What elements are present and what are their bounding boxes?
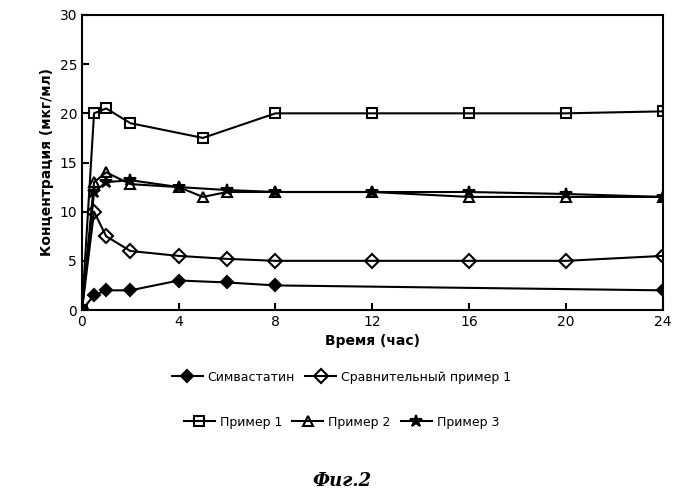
Сравнительный пример 1 bbox=[658, 253, 667, 259]
Пример 2 bbox=[126, 181, 135, 187]
Сравнительный пример 1 bbox=[175, 253, 183, 259]
Пример 1 bbox=[368, 110, 376, 116]
Y-axis label: Концентрация (мкг/мл): Концентрация (мкг/мл) bbox=[40, 68, 54, 256]
Симвастатин bbox=[90, 292, 98, 298]
Сравнительный пример 1 bbox=[126, 248, 135, 254]
Пример 2 bbox=[561, 194, 570, 200]
Пример 3 bbox=[658, 194, 667, 200]
Симвастатин bbox=[102, 288, 110, 294]
Legend: Пример 1, Пример 2, Пример 3: Пример 1, Пример 2, Пример 3 bbox=[184, 416, 499, 428]
X-axis label: Время (час): Время (час) bbox=[324, 334, 420, 348]
Сравнительный пример 1 bbox=[223, 256, 231, 262]
Симвастатин bbox=[175, 278, 183, 283]
Пример 3 bbox=[78, 307, 86, 313]
Симвастатин bbox=[78, 307, 86, 313]
Пример 2 bbox=[78, 307, 86, 313]
Сравнительный пример 1 bbox=[78, 307, 86, 313]
Text: Фиг.2: Фиг.2 bbox=[312, 472, 371, 490]
Пример 3 bbox=[90, 189, 98, 195]
Пример 2 bbox=[271, 189, 279, 195]
Пример 3 bbox=[223, 187, 231, 193]
Сравнительный пример 1 bbox=[368, 258, 376, 264]
Пример 2 bbox=[368, 189, 376, 195]
Пример 3 bbox=[561, 191, 570, 197]
Пример 2 bbox=[199, 194, 207, 200]
Legend: Симвастатин, Сравнительный пример 1: Симвастатин, Сравнительный пример 1 bbox=[171, 371, 512, 384]
Line: Симвастатин: Симвастатин bbox=[78, 276, 667, 314]
Симвастатин bbox=[271, 282, 279, 288]
Пример 2 bbox=[175, 184, 183, 190]
Симвастатин bbox=[223, 280, 231, 285]
Пример 1 bbox=[465, 110, 473, 116]
Пример 1 bbox=[658, 108, 667, 114]
Line: Сравнительный пример 1: Сравнительный пример 1 bbox=[77, 207, 667, 315]
Пример 3 bbox=[175, 184, 183, 190]
Пример 1 bbox=[78, 307, 86, 313]
Сравнительный пример 1 bbox=[90, 208, 98, 214]
Пример 2 bbox=[223, 189, 231, 195]
Line: Пример 2: Пример 2 bbox=[77, 168, 667, 315]
Пример 3 bbox=[126, 177, 135, 183]
Пример 1 bbox=[561, 110, 570, 116]
Сравнительный пример 1 bbox=[271, 258, 279, 264]
Line: Пример 3: Пример 3 bbox=[76, 174, 669, 316]
Сравнительный пример 1 bbox=[561, 258, 570, 264]
Симвастатин bbox=[126, 288, 135, 294]
Пример 1 bbox=[199, 135, 207, 141]
Пример 3 bbox=[368, 189, 376, 195]
Пример 3 bbox=[102, 179, 110, 185]
Line: Пример 1: Пример 1 bbox=[77, 104, 667, 315]
Пример 1 bbox=[271, 110, 279, 116]
Симвастатин bbox=[658, 288, 667, 294]
Пример 1 bbox=[102, 106, 110, 112]
Пример 1 bbox=[126, 120, 135, 126]
Пример 3 bbox=[465, 189, 473, 195]
Пример 3 bbox=[271, 189, 279, 195]
Сравнительный пример 1 bbox=[102, 233, 110, 239]
Пример 2 bbox=[102, 170, 110, 175]
Пример 2 bbox=[90, 179, 98, 185]
Сравнительный пример 1 bbox=[465, 258, 473, 264]
Пример 2 bbox=[658, 194, 667, 200]
Пример 2 bbox=[465, 194, 473, 200]
Пример 1 bbox=[90, 110, 98, 116]
